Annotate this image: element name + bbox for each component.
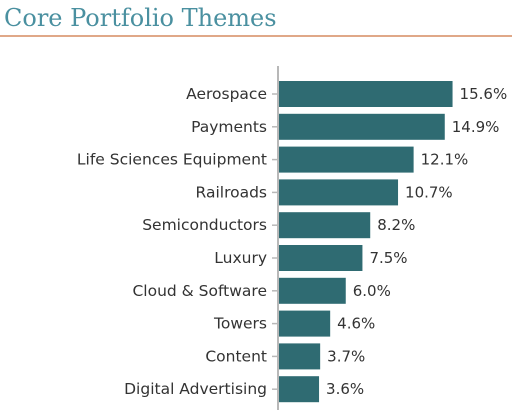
- category-label: Railroads: [196, 183, 267, 201]
- value-label: 12.1%: [421, 151, 469, 169]
- bar: [279, 245, 363, 271]
- value-label: 14.9%: [452, 118, 500, 136]
- value-label: 6.0%: [353, 282, 391, 300]
- category-label: Towers: [213, 315, 267, 333]
- bar: [279, 146, 414, 173]
- title-divider: [0, 35, 512, 37]
- category-label: Semiconductors: [142, 216, 267, 234]
- bar: [279, 212, 371, 239]
- bar: [279, 376, 320, 403]
- bar: [279, 113, 445, 140]
- bar: [279, 81, 453, 107]
- category-label: Cloud & Software: [132, 282, 267, 300]
- value-label: 10.7%: [405, 183, 453, 201]
- value-label: 7.5%: [369, 249, 407, 267]
- value-label: 15.6%: [460, 85, 508, 103]
- bar: [279, 179, 399, 206]
- value-label: 4.6%: [337, 315, 375, 333]
- category-label: Content: [205, 347, 267, 365]
- category-label: Luxury: [214, 249, 267, 267]
- chart-title: Core Portfolio Themes: [4, 4, 277, 32]
- value-label: 3.6%: [326, 380, 364, 398]
- category-label: Life Sciences Equipment: [77, 151, 267, 169]
- value-label: 8.2%: [377, 216, 415, 234]
- bar: [279, 310, 331, 337]
- value-label: 3.7%: [327, 347, 365, 365]
- category-label: Payments: [191, 118, 267, 136]
- bar: [279, 277, 346, 304]
- category-label: Digital Advertising: [124, 380, 267, 398]
- category-label: Aerospace: [186, 85, 267, 103]
- bar: [279, 343, 321, 370]
